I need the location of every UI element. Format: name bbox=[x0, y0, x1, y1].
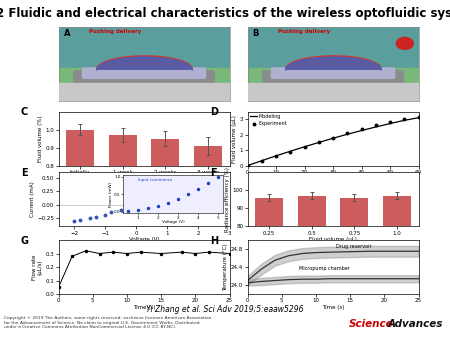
X-axis label: Time (s): Time (s) bbox=[322, 176, 344, 181]
Modeling bbox=[245, 164, 250, 168]
Modeling bbox=[302, 145, 307, 149]
Experiment bbox=[259, 159, 265, 163]
Y-axis label: Power (mW): Power (mW) bbox=[109, 182, 113, 207]
X-axis label: Voltage (V): Voltage (V) bbox=[162, 220, 184, 224]
Bar bbox=[298, 196, 325, 338]
Modeling bbox=[373, 125, 378, 129]
Y-axis label: Radiance efficiency (%): Radiance efficiency (%) bbox=[225, 167, 230, 232]
Line: Experiment: Experiment bbox=[246, 116, 420, 167]
Modeling bbox=[416, 116, 421, 120]
Y-axis label: Flow rate
(µL/s): Flow rate (µL/s) bbox=[32, 254, 43, 280]
FancyBboxPatch shape bbox=[263, 71, 403, 83]
Text: Science: Science bbox=[349, 319, 393, 330]
Experiment bbox=[273, 154, 279, 159]
Text: A: A bbox=[63, 29, 70, 38]
Text: E: E bbox=[21, 168, 27, 178]
Modeling bbox=[330, 136, 336, 140]
Experiment bbox=[302, 145, 307, 149]
Bar bbox=[152, 139, 179, 310]
FancyBboxPatch shape bbox=[271, 68, 395, 78]
Text: Pushing delivery: Pushing delivery bbox=[89, 29, 142, 34]
Modeling bbox=[387, 122, 393, 126]
Bar bbox=[66, 129, 94, 310]
Y-axis label: Temperature (°C): Temperature (°C) bbox=[223, 243, 228, 291]
Text: D: D bbox=[210, 107, 218, 117]
Experiment bbox=[245, 164, 250, 168]
Text: Micropump chamber: Micropump chamber bbox=[299, 266, 350, 271]
Bar bbox=[109, 135, 136, 310]
Bar bbox=[255, 198, 283, 338]
Modeling bbox=[288, 149, 293, 153]
Text: Fig. 2 Fluidic and electrical characteristics of the wireless optofluidic system: Fig. 2 Fluidic and electrical characteri… bbox=[0, 7, 450, 20]
Text: Input Luminance: Input Luminance bbox=[138, 178, 173, 182]
Ellipse shape bbox=[396, 38, 414, 49]
Experiment bbox=[359, 127, 364, 131]
Text: F: F bbox=[210, 168, 216, 178]
Text: Drug reservoir: Drug reservoir bbox=[337, 244, 372, 249]
Modeling bbox=[401, 118, 407, 122]
Modeling bbox=[345, 132, 350, 136]
FancyBboxPatch shape bbox=[82, 68, 206, 78]
Modeling bbox=[316, 140, 321, 144]
Text: Advances: Advances bbox=[388, 319, 443, 330]
Text: Yi Zhang et al. Sci Adv 2019;5:eaaw5296: Yi Zhang et al. Sci Adv 2019;5:eaaw5296 bbox=[146, 305, 304, 314]
Experiment bbox=[387, 120, 393, 124]
Y-axis label: Fluid volume (%): Fluid volume (%) bbox=[38, 115, 43, 162]
Text: B: B bbox=[252, 29, 259, 38]
Experiment bbox=[345, 131, 350, 135]
Experiment bbox=[330, 136, 336, 140]
Experiment bbox=[316, 140, 321, 144]
X-axis label: Fluid volume (µL): Fluid volume (µL) bbox=[309, 237, 357, 242]
Y-axis label: Fluid volume (µL): Fluid volume (µL) bbox=[232, 115, 237, 163]
Bar bbox=[248, 27, 418, 68]
Text: C: C bbox=[21, 107, 28, 117]
Text: H: H bbox=[210, 236, 218, 246]
Text: G: G bbox=[21, 236, 29, 246]
Legend: Modeling, Experiment: Modeling, Experiment bbox=[250, 114, 287, 126]
Bar bbox=[58, 68, 230, 101]
Line: Modeling: Modeling bbox=[248, 118, 418, 166]
Bar bbox=[383, 196, 411, 338]
FancyBboxPatch shape bbox=[74, 71, 214, 83]
Experiment bbox=[401, 117, 407, 121]
X-axis label: Voltage (V): Voltage (V) bbox=[129, 237, 159, 242]
Bar bbox=[58, 83, 230, 101]
Y-axis label: Current (mA): Current (mA) bbox=[30, 182, 35, 217]
Modeling bbox=[359, 128, 364, 132]
Bar bbox=[341, 198, 368, 338]
Bar bbox=[194, 146, 222, 310]
Bar bbox=[248, 68, 418, 101]
X-axis label: Time (s): Time (s) bbox=[133, 305, 155, 310]
Experiment bbox=[288, 150, 293, 154]
Experiment bbox=[373, 123, 378, 127]
Bar bbox=[58, 27, 230, 68]
Text: Copyright © 2019 The Authors, some rights reserved; exclusive licensee American : Copyright © 2019 The Authors, some right… bbox=[4, 316, 212, 329]
X-axis label: Time (s): Time (s) bbox=[322, 305, 344, 310]
Bar bbox=[248, 83, 418, 101]
Modeling bbox=[259, 159, 265, 163]
Text: Pushing delivery: Pushing delivery bbox=[278, 29, 331, 34]
Experiment bbox=[416, 115, 421, 119]
Modeling bbox=[273, 154, 279, 158]
